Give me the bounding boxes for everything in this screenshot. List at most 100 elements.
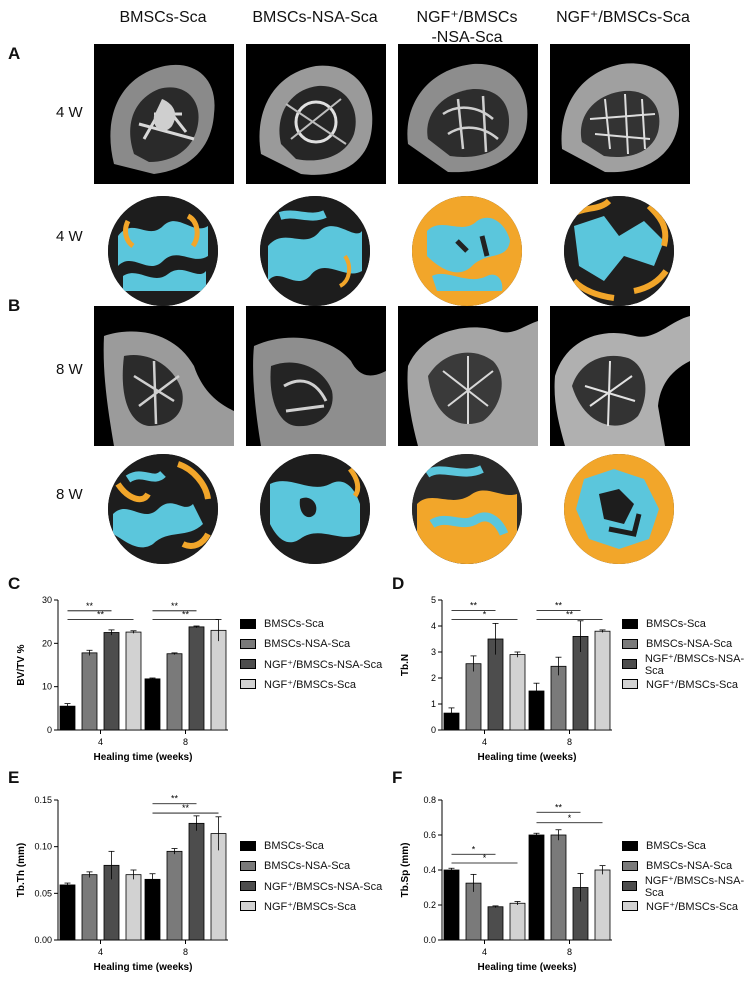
significance-label: * xyxy=(483,610,487,620)
bar xyxy=(443,869,460,941)
significance-label: ** xyxy=(566,610,574,620)
bar xyxy=(594,869,611,941)
legend-item: BMSCs-Sca xyxy=(240,614,382,634)
bar xyxy=(166,850,183,941)
y-axis-label: Tb.N xyxy=(400,654,411,676)
column-header-1: BMSCs-Sca xyxy=(119,9,207,26)
bar xyxy=(166,653,183,731)
row-label-8w-ct: 8 W xyxy=(56,361,83,378)
roi-4w-ngf-bmscs-sca xyxy=(564,196,674,306)
roi-4w-ngf-bmscs-nsa-sca xyxy=(412,196,522,306)
microct-4w-bmscs-sca xyxy=(94,44,234,184)
chart-svg-e: 0.00 0.05 0.10 0.15 Tb.Th (mm) Healing time (… xyxy=(16,794,228,973)
legend-item: NGF⁺/BMSCs-Sca xyxy=(240,896,382,916)
legend-swatch xyxy=(240,679,256,689)
legend-swatch xyxy=(240,861,256,871)
legend-item: NGF⁺/BMSCs-Sca xyxy=(622,896,753,916)
y-tick-label: 0.15 xyxy=(34,795,52,805)
legend-label: NGF⁺/BMSCs-Sca xyxy=(646,900,738,913)
legend-label: BMSCs-Sca xyxy=(264,618,324,630)
legend-swatch xyxy=(622,901,638,911)
x-tick-label: 8 xyxy=(567,737,572,747)
legend-item: NGF⁺/BMSCs-NSA-Sca xyxy=(240,876,382,896)
bar xyxy=(81,874,98,941)
legend-label: NGF⁺/BMSCs-NSA-Sca xyxy=(644,652,745,677)
x-axis-label: Healing time (weeks) xyxy=(94,962,193,973)
panel-letter-c: C xyxy=(8,574,21,593)
legend-label: BMSCs-NSA-Sca xyxy=(264,860,351,872)
roi-4w-bmscs-nsa-sca xyxy=(260,196,370,306)
legend-c: BMSCs-Sca BMSCs-NSA-Sca NGF⁺/BMSCs-NSA-Sca… xyxy=(240,614,382,694)
microct-8w-bmscs-nsa-sca xyxy=(246,306,386,446)
legend-swatch xyxy=(240,619,256,629)
panel-letter-e: E xyxy=(8,768,20,787)
legend-label: BMSCs-NSA-Sca xyxy=(646,638,733,650)
legend-item: BMSCs-Sca xyxy=(240,836,382,856)
bar xyxy=(125,874,142,941)
significance-label: ** xyxy=(555,802,563,812)
microct-8w-ngf-bmscs-sca xyxy=(550,306,690,446)
chart-f-tbsp: 0.0 0.2 0.4 0.6 0.8 Tb.Sp (mm) Healing time (w… xyxy=(392,780,622,980)
row-label-8w-roi: 8 W xyxy=(56,486,83,503)
significance-label: ** xyxy=(555,600,563,610)
significance-label: ** xyxy=(97,610,105,620)
panel-letter-b: B xyxy=(8,296,21,315)
legend-item: NGF⁺/BMSCs-NSA-Sca xyxy=(240,654,382,674)
column-header-3: NGF⁺/BMSCs -NSA-Sca xyxy=(416,9,518,46)
y-tick-label: 0 xyxy=(47,725,52,735)
legend-item: BMSCs-Sca xyxy=(622,836,753,856)
legend-item: NGF⁺/BMSCs-NSA-Sca xyxy=(622,875,753,899)
y-tick-label: 1 xyxy=(431,699,436,709)
significance-label: * xyxy=(568,813,572,823)
legend-label: NGF⁺/BMSCs-Sca xyxy=(264,900,356,913)
significance-label: ** xyxy=(171,601,179,611)
bar xyxy=(594,630,611,731)
bar xyxy=(509,902,526,941)
microct-4w-bmscs-nsa-sca xyxy=(246,44,386,184)
y-axis-label: BV/TV % xyxy=(16,644,27,685)
legend-swatch xyxy=(240,659,256,669)
y-tick-label: 0.4 xyxy=(423,865,436,875)
bar xyxy=(125,631,142,731)
microct-8w-ngf-bmscs-nsa-sca xyxy=(398,306,538,446)
bar xyxy=(103,632,120,731)
column-header-4: NGF⁺/BMSCs-Sca xyxy=(556,9,690,26)
y-axis-label: Tb.Sp (mm) xyxy=(400,843,411,898)
legend-swatch xyxy=(240,881,256,891)
legend-item: BMSCs-NSA-Sca xyxy=(622,634,753,654)
bar xyxy=(487,906,504,941)
bar xyxy=(81,652,98,731)
x-tick-label: 8 xyxy=(183,947,188,957)
microct-8w-bmscs-sca xyxy=(94,306,234,446)
significance-label: ** xyxy=(182,803,190,813)
chart-e-tbth: 0.00 0.05 0.10 0.15 Tb.Th (mm) Healing time (… xyxy=(8,780,238,980)
chart-d-tbn: 0 1 2 3 4 5 Tb.N Healing time (weeks) 4 8 ** * ** ** xyxy=(392,580,622,770)
y-tick-label: 10 xyxy=(42,682,52,692)
bar xyxy=(509,654,526,731)
x-tick-label: 4 xyxy=(482,947,487,957)
significance-label: ** xyxy=(171,794,179,804)
legend-swatch xyxy=(622,881,637,891)
legend-swatch xyxy=(622,639,638,649)
x-tick-label: 4 xyxy=(98,947,103,957)
significance-label: * xyxy=(483,853,487,863)
x-axis-label: Healing time (weeks) xyxy=(94,752,193,763)
bar xyxy=(188,626,205,731)
y-tick-label: 0.8 xyxy=(423,795,436,805)
x-tick-label: 4 xyxy=(482,737,487,747)
legend-e: BMSCs-Sca BMSCs-NSA-Sca NGF⁺/BMSCs-NSA-Sca… xyxy=(240,836,382,916)
legend-swatch xyxy=(622,659,637,669)
bar xyxy=(59,705,76,731)
y-tick-label: 0 xyxy=(431,725,436,735)
roi-8w-bmscs-nsa-sca xyxy=(260,454,370,564)
legend-swatch xyxy=(622,679,638,689)
legend-item: BMSCs-NSA-Sca xyxy=(622,856,753,876)
y-tick-label: 0.6 xyxy=(423,830,436,840)
bar xyxy=(465,663,482,731)
legend-item: BMSCs-NSA-Sca xyxy=(240,856,382,876)
y-tick-label: 0.00 xyxy=(34,935,52,945)
x-axis-label: Healing time (weeks) xyxy=(478,752,577,763)
y-tick-label: 0.10 xyxy=(34,842,52,852)
